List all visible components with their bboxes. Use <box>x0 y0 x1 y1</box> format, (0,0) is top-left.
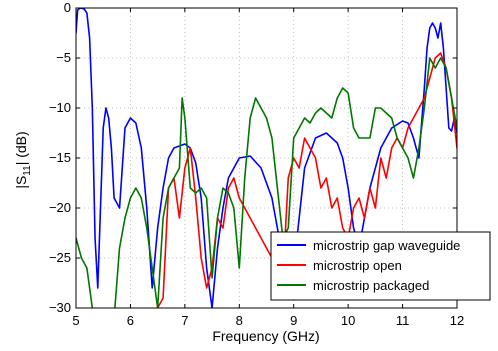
y-tick-label: −15 <box>49 150 71 165</box>
y-tick-label: −25 <box>49 250 71 265</box>
x-tick-label: 10 <box>341 313 355 328</box>
series-layer <box>76 8 457 308</box>
legend-label-3: microstrip packaged <box>313 278 429 293</box>
x-tick-label: 9 <box>290 313 297 328</box>
y-axis-label-suffix: | (dB) <box>13 131 29 165</box>
y-axis-label: |S11| (dB) <box>13 131 33 188</box>
y-tick-labels: 0 −5 −10 −15 −20 −25 −30 <box>49 0 71 315</box>
y-tick-label: 0 <box>64 0 71 15</box>
y-tick-label: −20 <box>49 200 71 215</box>
x-tick-label: 8 <box>236 313 243 328</box>
y-axis-label-subscript: 11 <box>22 165 33 176</box>
series-line-1 <box>76 8 457 308</box>
y-tick-label: −30 <box>49 300 71 315</box>
x-tick-labels: 5 6 7 8 9 10 11 12 <box>72 313 464 328</box>
y-tick-label: −10 <box>49 100 71 115</box>
x-tick-label: 12 <box>450 313 464 328</box>
legend-box <box>270 231 491 301</box>
tick-marks <box>75 7 458 309</box>
legend-label-1: microstrip gap waveguide <box>313 238 460 253</box>
x-tick-label: 11 <box>396 313 410 328</box>
y-tick-label: −5 <box>56 50 71 65</box>
x-tick-label: 6 <box>127 313 134 328</box>
y-axis-label-prefix: |S <box>13 176 29 189</box>
legend: microstrip gap waveguide microstrip open m… <box>270 231 491 301</box>
x-axis-label: Frequency (GHz) <box>212 328 319 344</box>
legend-label-2: microstrip open <box>313 258 402 273</box>
x-tick-label: 5 <box>72 313 79 328</box>
x-tick-label: 7 <box>181 313 188 328</box>
legend-entries: microstrip gap waveguide microstrip open m… <box>277 238 460 293</box>
series-line-3 <box>76 57 457 308</box>
